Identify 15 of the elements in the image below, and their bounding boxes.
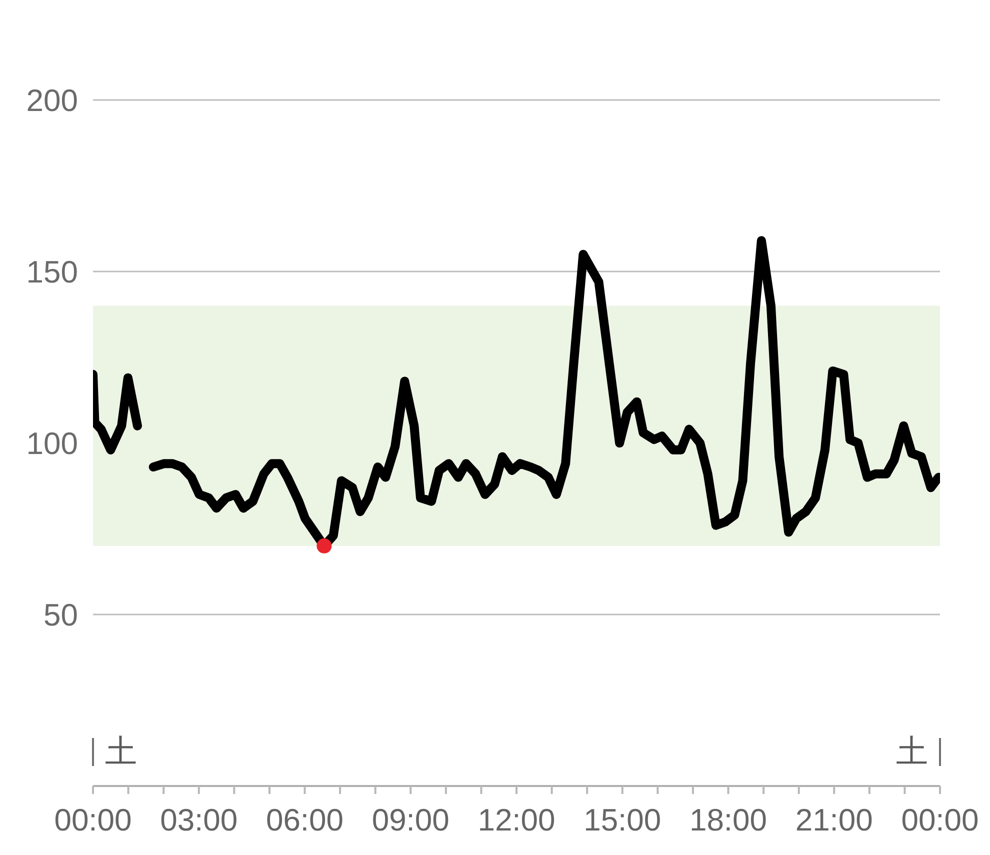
x-tick-label: 12:00 — [478, 802, 556, 838]
x-tick-label: 21:00 — [795, 802, 873, 838]
x-tick-label: 18:00 — [689, 802, 768, 838]
y-tick-label: 200 — [26, 83, 78, 118]
x-tick-label: 06:00 — [266, 802, 344, 838]
y-tick-label: 150 — [26, 254, 78, 290]
x-tick-label: 03:00 — [160, 802, 238, 838]
annotation: 土 — [105, 732, 137, 770]
x-tick-label: 00:00 — [901, 802, 979, 838]
y-tick-label: 100 — [26, 426, 78, 462]
annotation: 土 — [896, 732, 928, 770]
x-tick-label: 15:00 — [584, 802, 662, 838]
y-tick-label: 50 — [44, 598, 78, 633]
x-tick-label: 00:00 — [54, 802, 132, 838]
x-tick-label: 09:00 — [372, 802, 450, 838]
